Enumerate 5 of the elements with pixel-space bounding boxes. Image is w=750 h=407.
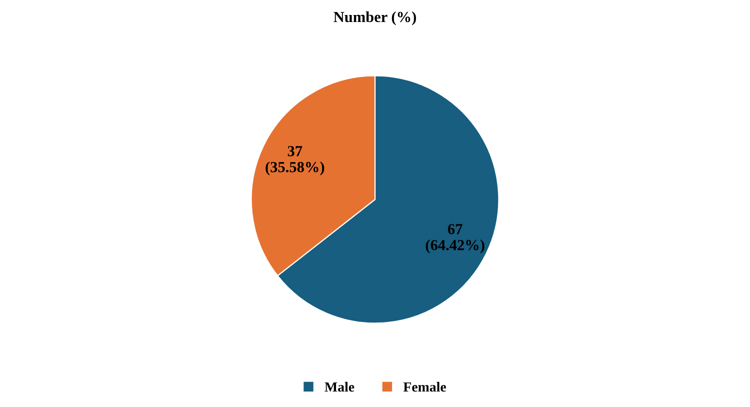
legend-label: Male	[324, 382, 354, 392]
chart-title: Number (%)	[334, 11, 416, 26]
data-label: 37 (35.58%)	[266, 146, 324, 176]
legend-label: Female	[403, 382, 446, 392]
data-label: 67 (64.42%)	[426, 224, 484, 254]
